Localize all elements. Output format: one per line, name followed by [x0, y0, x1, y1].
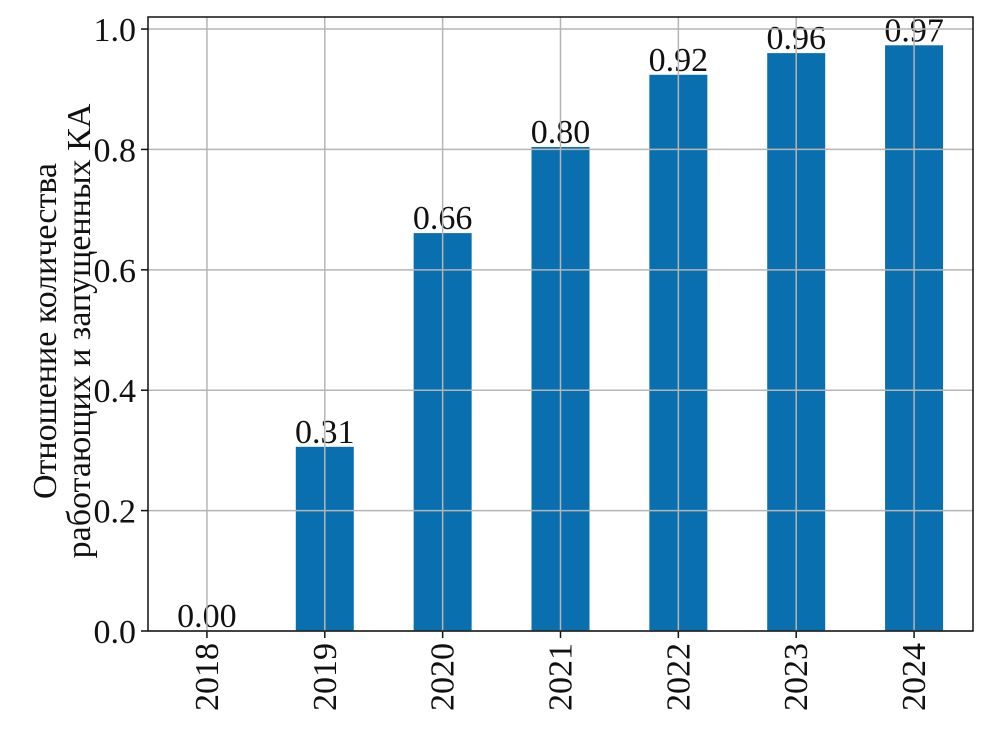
y-tick-label: 1.0 — [94, 12, 137, 49]
x-tick-label: 2018 — [189, 643, 226, 711]
x-tick-label: 2023 — [778, 643, 815, 711]
x-tick-label: 2021 — [543, 643, 580, 711]
plot-frame — [147, 16, 974, 632]
y-tick-label: 0.4 — [94, 373, 137, 410]
y-tick-label: 0.8 — [94, 132, 137, 169]
x-tick-label: 2022 — [660, 643, 697, 711]
y-axis-label: работающих и запущенных КА — [61, 103, 98, 558]
x-tick-label: 2019 — [307, 643, 344, 711]
y-tick-label: 0.2 — [94, 494, 137, 531]
x-tick-label: 2024 — [896, 643, 933, 711]
x-tick-label: 2020 — [425, 643, 462, 711]
y-axis-label: Отношение количества — [27, 163, 64, 499]
y-tick-label: 0.6 — [94, 253, 137, 290]
y-tick-label: 0.0 — [94, 614, 137, 651]
